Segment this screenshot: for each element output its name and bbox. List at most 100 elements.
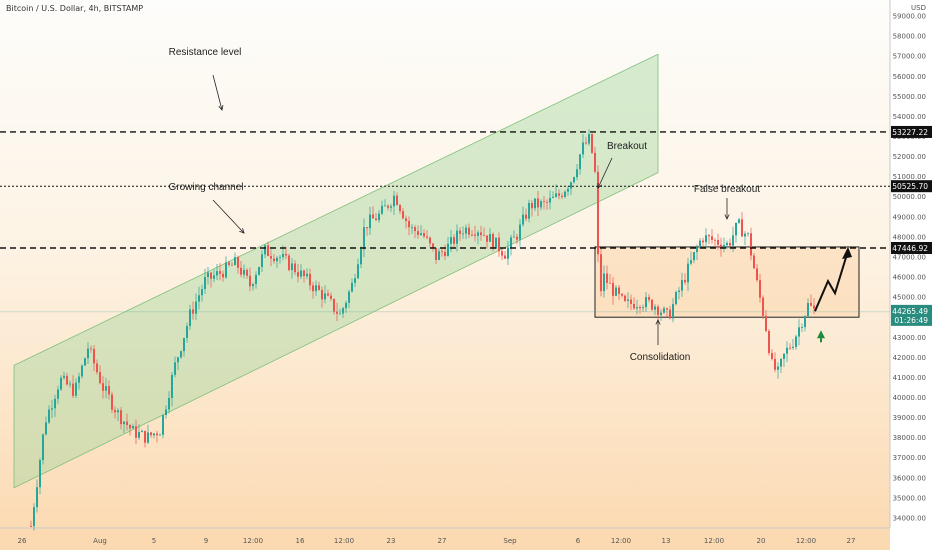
candle-body: [330, 295, 332, 299]
candle-body: [639, 307, 641, 309]
level-label-2: 50525.70: [892, 182, 928, 191]
candle-body: [78, 376, 80, 383]
candle-body: [642, 307, 644, 309]
candle-body: [195, 301, 197, 314]
candle-body: [477, 232, 479, 236]
y-tick-label: 42000.00: [893, 354, 926, 362]
y-tick-label: 43000.00: [893, 334, 926, 342]
candle-body: [297, 272, 299, 277]
candle-body: [621, 293, 623, 296]
candle-body: [210, 272, 212, 279]
candle-body: [375, 218, 377, 221]
candle-body: [168, 397, 170, 410]
x-tick-label: 27: [847, 537, 856, 545]
candle-body: [219, 271, 221, 274]
candle-body: [207, 272, 209, 278]
candle-body: [309, 273, 311, 286]
candle-body: [282, 253, 284, 258]
y-tick-label: 35000.00: [893, 494, 926, 502]
candle-body: [246, 269, 248, 276]
candle-body: [672, 304, 674, 319]
x-tick-label: Aug: [93, 537, 107, 545]
candle-body: [636, 307, 638, 309]
candle-body: [750, 233, 752, 256]
candle-body: [810, 302, 812, 306]
candle-body: [63, 375, 65, 378]
x-tick-label: 12:00: [704, 537, 724, 545]
candle-body: [216, 271, 218, 276]
annotation-label: Consolidation: [630, 352, 691, 363]
candle-body: [576, 169, 578, 178]
candle-body: [504, 255, 506, 259]
y-tick-label: 58000.00: [893, 33, 926, 41]
x-tick-label: 27: [438, 537, 447, 545]
y-tick-label: 57000.00: [893, 53, 926, 61]
candle-body: [696, 247, 698, 253]
current-price-label: 44265.49: [892, 307, 928, 316]
y-tick-label: 34000.00: [893, 514, 926, 522]
candle-body: [108, 386, 110, 395]
candle-body: [813, 305, 815, 309]
channel-arrow-head: [239, 228, 245, 234]
candle-body: [729, 242, 731, 246]
candle-body: [765, 315, 767, 331]
y-tick-label: 37000.00: [893, 454, 926, 462]
x-tick-label: 20: [757, 537, 766, 545]
candle-body: [459, 230, 461, 234]
candle-body: [180, 351, 182, 358]
candle-body: [336, 311, 338, 314]
candle-body: [714, 239, 716, 241]
candle-body: [666, 308, 668, 310]
candle-body: [300, 270, 302, 277]
candle-body: [486, 235, 488, 242]
candle-body: [789, 347, 791, 349]
candle-body: [204, 277, 206, 290]
candle-body: [501, 251, 503, 256]
candle-body: [312, 285, 314, 292]
candle-body: [393, 195, 395, 207]
candle-body: [783, 353, 785, 359]
candle-body: [600, 254, 602, 292]
candle-body: [411, 227, 413, 228]
candle-body: [684, 280, 686, 283]
candle-body: [321, 289, 323, 300]
candle-body: [252, 284, 254, 287]
candle-body: [720, 244, 722, 249]
candle-body: [399, 205, 401, 212]
candle-body: [612, 282, 614, 296]
y-tick-label: 41000.00: [893, 374, 926, 382]
y-tick-label: 38000.00: [893, 434, 926, 442]
candle-body: [30, 525, 32, 527]
candle-body: [678, 290, 680, 293]
candle-body: [549, 197, 551, 203]
candle-body: [693, 252, 695, 261]
candle-body: [324, 293, 326, 300]
candle-body: [591, 134, 593, 153]
candle-body: [516, 236, 518, 240]
candle-body: [240, 267, 242, 275]
candle-body: [507, 247, 509, 259]
candle-body: [90, 348, 92, 350]
candle-body: [114, 409, 116, 413]
candle-body: [633, 303, 635, 309]
candle-body: [645, 297, 647, 308]
candle-body: [387, 205, 389, 208]
candle-body: [711, 236, 713, 240]
candle-body: [225, 262, 227, 278]
candle-body: [255, 274, 257, 285]
candle-body: [552, 196, 554, 198]
x-tick-label: 6: [576, 537, 581, 545]
candle-body: [345, 302, 347, 309]
candle-body: [420, 233, 422, 235]
candle-body: [423, 233, 425, 237]
candle-body: [792, 346, 794, 348]
candle-body: [144, 430, 146, 443]
candle-body: [624, 295, 626, 301]
candle-body: [141, 430, 143, 432]
candle-body: [102, 383, 104, 391]
false-breakout-arrow-head: [724, 214, 730, 220]
level-tag-3: [891, 242, 932, 255]
candle-body: [267, 245, 269, 257]
candle-body: [795, 336, 797, 347]
